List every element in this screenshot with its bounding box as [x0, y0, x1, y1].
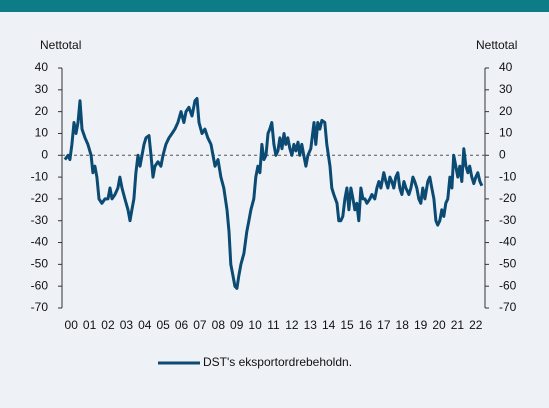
y-tick-label: 30	[35, 82, 49, 96]
x-tick-label: 11	[267, 318, 280, 332]
x-tick-label: 09	[230, 318, 244, 332]
x-tick-label: 19	[414, 318, 428, 332]
y-axis-label: Nettotal	[40, 38, 81, 52]
y2-tick-label: 0	[499, 147, 506, 161]
x-tick-label: 03	[120, 318, 134, 332]
legend-label: DST's eksportordrebeholdn.	[203, 355, 352, 369]
y-tick-label: -30	[31, 213, 49, 227]
x-tick-label: 17	[377, 318, 391, 332]
y2-tick-label: 20	[499, 104, 513, 118]
y-tick-label: -20	[31, 191, 49, 205]
y2-tick-label: 10	[499, 126, 513, 140]
x-tick-label: 15	[340, 318, 354, 332]
y2-tick-label: -10	[499, 169, 517, 183]
y-tick-label: -70	[31, 300, 49, 314]
x-tick-label: 14	[322, 318, 336, 332]
y-tick-label: -10	[31, 169, 49, 183]
x-tick-label: 02	[101, 318, 115, 332]
x-tick-label: 00	[65, 318, 79, 332]
x-tick-label: 10	[248, 318, 262, 332]
x-tick-label: 05	[156, 318, 170, 332]
y-tick-label: 10	[35, 126, 49, 140]
y-tick-label: -40	[31, 235, 49, 249]
y-tick-label: 40	[35, 60, 49, 74]
x-tick-label: 07	[193, 318, 207, 332]
y2-tick-label: 30	[499, 82, 513, 96]
data-line	[63, 97, 484, 290]
y-tick-label: 0	[41, 147, 48, 161]
y2-tick-label: -70	[499, 300, 517, 314]
x-tick-label: 06	[175, 318, 189, 332]
x-tick-label: 22	[469, 318, 483, 332]
header-band	[0, 0, 549, 12]
x-tick-label: 13	[304, 318, 318, 332]
y-tick-label: -50	[31, 257, 49, 271]
y2-tick-label: -30	[499, 213, 517, 227]
y2-tick-label: -20	[499, 191, 517, 205]
x-tick-label: 12	[285, 318, 299, 332]
y-tick-label: 20	[35, 104, 49, 118]
x-tick-label: 21	[451, 318, 465, 332]
y2-axis-label: Nettotal	[476, 38, 517, 52]
y2-tick-label: 40	[499, 60, 513, 74]
x-tick-label: 08	[212, 318, 226, 332]
x-tick-label: 18	[396, 318, 410, 332]
y2-tick-label: -50	[499, 257, 517, 271]
x-tick-label: 20	[432, 318, 446, 332]
x-tick-label: 04	[138, 318, 152, 332]
y2-tick-label: -40	[499, 235, 517, 249]
x-tick-label: 01	[83, 318, 97, 332]
y-tick-label: -60	[31, 278, 49, 292]
x-tick-label: 16	[359, 318, 373, 332]
y2-tick-label: -60	[499, 278, 517, 292]
